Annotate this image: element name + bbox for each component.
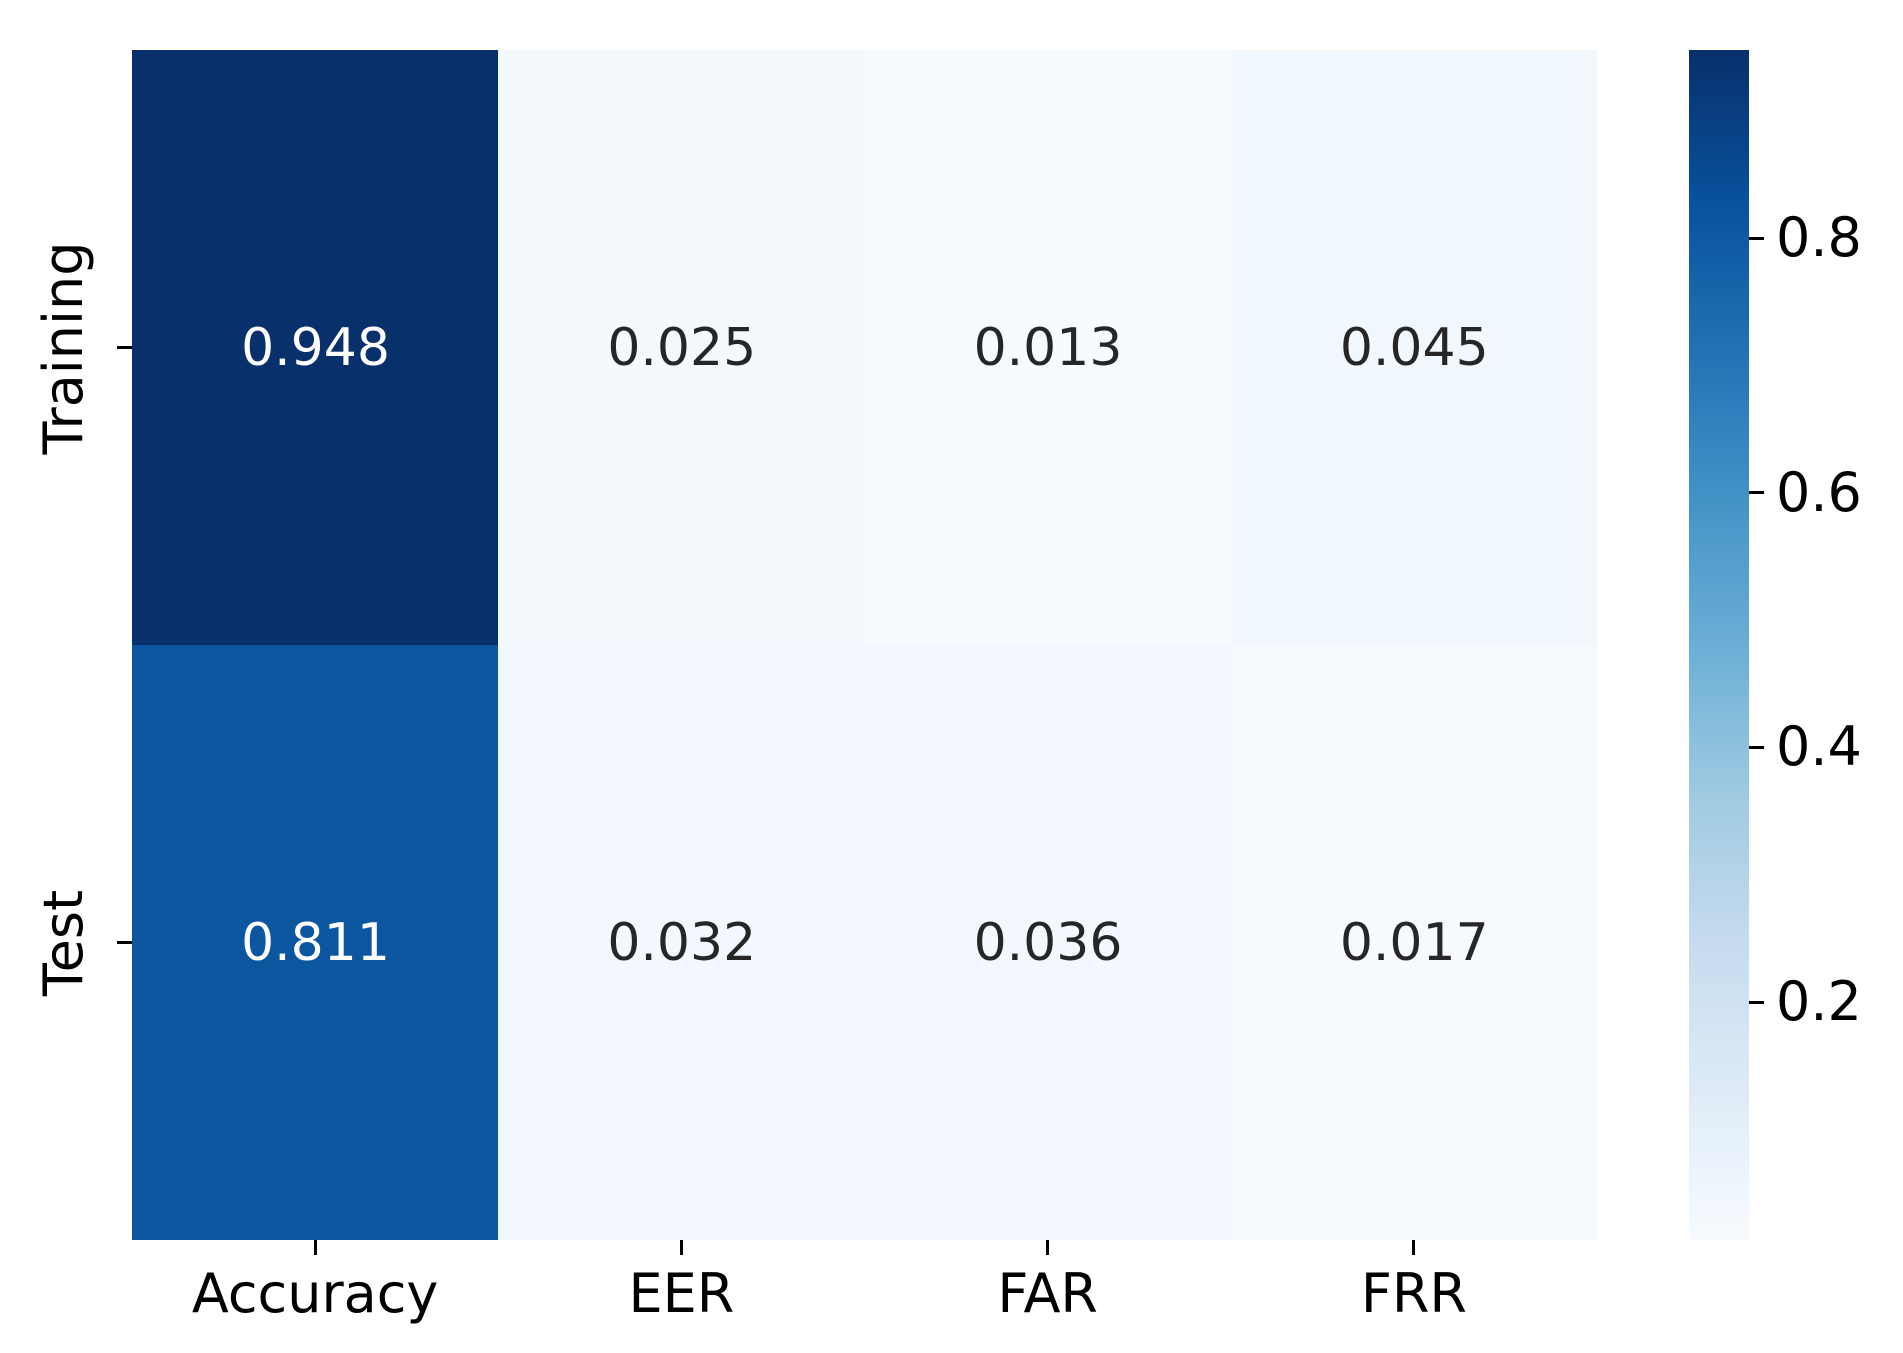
heatmap-cell: 0.032: [498, 645, 866, 1240]
cell-value-label: 0.045: [1339, 317, 1489, 378]
heatmap-cell: 0.017: [1230, 645, 1597, 1240]
heatmap-plot-area: 0.948 0.025 0.013 0.045 0.811 0.032 0.036 0.017: [132, 50, 1597, 1240]
x-tick-label: Accuracy: [191, 1262, 439, 1325]
x-tick-mark: [1046, 1240, 1050, 1255]
heatmap-cell: 0.013: [864, 50, 1232, 645]
cell-value-label: 0.811: [241, 912, 390, 973]
heatmap-cell: 0.025: [498, 50, 866, 645]
colorbar-tick-label: 0.4: [1776, 715, 1862, 779]
y-tick-mark: [117, 346, 132, 349]
colorbar-gradient: [1689, 50, 1749, 1240]
cell-value-label: 0.948: [241, 317, 390, 378]
x-tick-label: FAR: [997, 1262, 1098, 1325]
y-tick-label: Test: [32, 889, 95, 996]
cell-value-label: 0.032: [607, 912, 757, 973]
cell-value-label: 0.017: [1339, 912, 1489, 973]
heatmap-cell: 0.045: [1230, 50, 1597, 645]
cell-value-label: 0.036: [973, 912, 1123, 973]
colorbar-tick-label: 0.8: [1776, 206, 1862, 270]
colorbar-tick-mark: [1749, 1000, 1764, 1004]
heatmap-cell: 0.948: [132, 50, 499, 645]
colorbar-tick-label: 0.2: [1776, 970, 1862, 1033]
colorbar: [1689, 50, 1749, 1240]
y-tick-label: Training: [32, 240, 95, 455]
x-tick-label: FRR: [1360, 1262, 1467, 1325]
x-tick-mark: [1412, 1240, 1416, 1255]
y-tick-mark: [117, 941, 132, 944]
colorbar-tick-mark: [1749, 491, 1764, 495]
cell-value-label: 0.013: [973, 317, 1123, 378]
colorbar-tick-label: 0.6: [1776, 460, 1862, 524]
x-tick-mark: [313, 1240, 317, 1255]
heatmap-cell: 0.036: [864, 645, 1232, 1240]
heatmap-cell: 0.811: [132, 645, 499, 1240]
x-tick-mark: [679, 1240, 683, 1255]
x-tick-label: EER: [628, 1262, 735, 1325]
colorbar-tick-mark: [1749, 236, 1764, 240]
colorbar-tick-mark: [1749, 745, 1764, 749]
cell-value-label: 0.025: [607, 317, 757, 378]
